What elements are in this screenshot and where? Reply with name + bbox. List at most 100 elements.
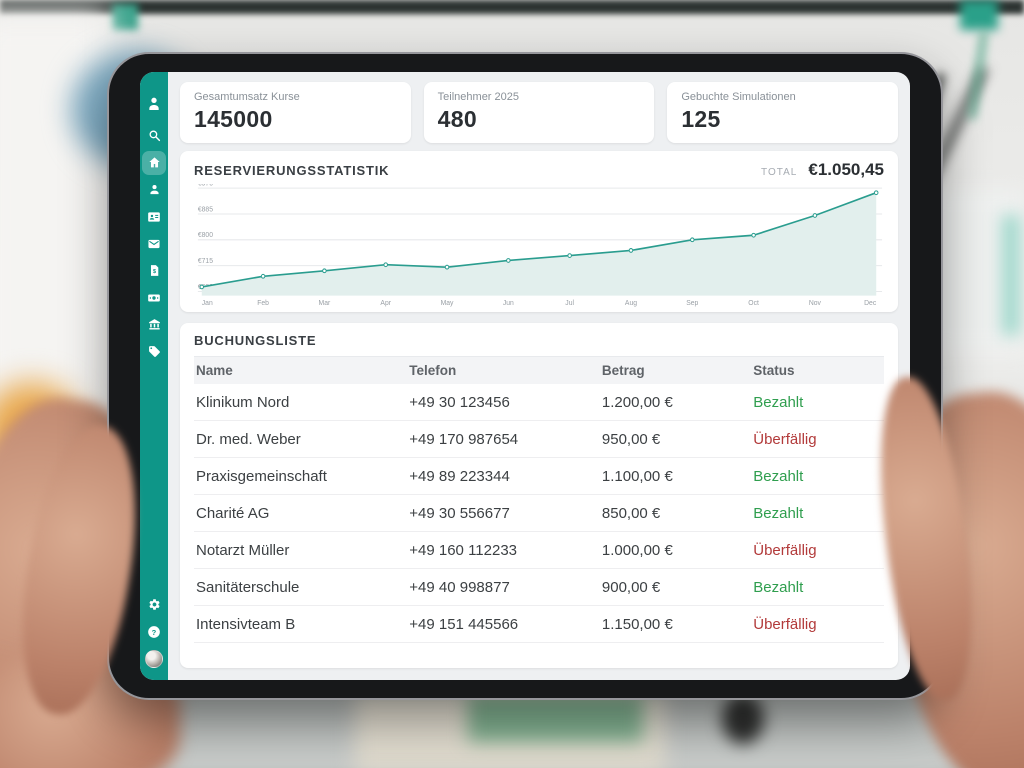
status-badge: Bezahlt xyxy=(753,467,804,485)
cell-phone: +49 40 998877 xyxy=(409,578,510,596)
sidebar-item-home[interactable] xyxy=(140,149,168,176)
sidebar-item-settings[interactable] xyxy=(140,591,168,618)
tag-icon xyxy=(148,346,160,357)
table-row[interactable]: Intensivteam B +49 151 445566 1.150,00 €… xyxy=(194,606,884,643)
user-logo-icon xyxy=(149,97,159,110)
booking-list-card: BUCHUNGSLISTE Name Telefon Betrag Status… xyxy=(180,323,898,668)
sidebar-item-help[interactable]: ? xyxy=(140,618,168,645)
sidebar-item-contacts[interactable] xyxy=(140,203,168,230)
line-chart: €630€715€800€885€970JanFebMarAprMayJunJu… xyxy=(197,184,883,307)
svg-text:?: ? xyxy=(152,627,157,636)
cell-phone: +49 89 223344 xyxy=(409,467,510,485)
background-wheel xyxy=(722,694,764,744)
status-badge: Bezahlt xyxy=(753,504,804,522)
svg-text:Jan: Jan xyxy=(202,300,213,307)
status-badge: Bezahlt xyxy=(753,578,804,596)
contacts-icon xyxy=(148,211,160,222)
cell-phone: +49 151 445566 xyxy=(409,615,519,633)
cell-phone: +49 170 987654 xyxy=(409,430,519,448)
cell-name: Notarzt Müller xyxy=(196,541,290,559)
stat-value: 125 xyxy=(681,106,721,132)
active-item-highlight xyxy=(142,150,166,175)
sidebar: $ ? xyxy=(140,72,168,680)
cell-phone: +49 30 123456 xyxy=(409,393,510,411)
cell-amount: 1.100,00 € xyxy=(601,467,673,485)
background-floor xyxy=(0,688,1024,768)
table-row[interactable]: Charité AG +49 30 556677 850,00 € Bezahl… xyxy=(194,495,884,532)
svg-text:€800: €800 xyxy=(198,232,213,239)
table-row[interactable]: Dr. med. Weber +49 170 987654 950,00 € Ü… xyxy=(194,421,884,458)
reservation-statistics-card: RESERVIERUNGSSTATISTIK TOTAL €1.050,45 €… xyxy=(180,151,898,312)
gear-icon xyxy=(148,599,160,610)
total-label: TOTAL xyxy=(761,167,798,178)
person-icon xyxy=(149,185,159,195)
stat-label: Teilnehmer 2025 xyxy=(437,91,520,103)
svg-text:€970: €970 xyxy=(198,184,213,188)
chart-header: RESERVIERUNGSSTATISTIK TOTAL €1.050,45 xyxy=(194,160,884,180)
chart-title: RESERVIERUNGSSTATISTIK xyxy=(194,163,390,178)
sidebar-item-payments[interactable] xyxy=(140,284,168,311)
background-green-object-left xyxy=(112,4,138,30)
cell-amount: 850,00 € xyxy=(601,504,661,522)
home-icon xyxy=(148,157,160,168)
background-green-object-right xyxy=(960,0,998,30)
sidebar-item-search[interactable] xyxy=(140,122,168,149)
cell-phone: +49 30 556677 xyxy=(409,504,510,522)
stat-value: 145000 xyxy=(194,106,273,132)
cell-name: Praxisgemeinschaft xyxy=(196,467,327,485)
table-row[interactable]: Notarzt Müller +49 160 112233 1.000,00 €… xyxy=(194,532,884,569)
status-badge: Überfällig xyxy=(753,430,817,448)
svg-text:May: May xyxy=(441,300,454,307)
stat-card-revenue: Gesamtumsatz Kurse 145000 xyxy=(180,82,411,143)
table-row[interactable]: Sanitäterschule +49 40 998877 900,00 € B… xyxy=(194,569,884,606)
sidebar-item-mail[interactable] xyxy=(140,230,168,257)
svg-text:Feb: Feb xyxy=(257,300,269,307)
cell-name: Klinikum Nord xyxy=(196,393,290,411)
svg-text:$: $ xyxy=(152,269,155,275)
reservations-chart: €630€715€800€885€970JanFebMarAprMayJunJu… xyxy=(194,184,884,308)
table-header-row: Name Telefon Betrag Status xyxy=(194,357,884,384)
background-cable xyxy=(968,30,988,120)
cell-name: Dr. med. Weber xyxy=(196,430,301,448)
sidebar-item-invoices[interactable]: $ xyxy=(140,257,168,284)
sidebar-item-profile[interactable] xyxy=(140,86,168,122)
background-wheel xyxy=(975,688,1024,733)
table-title: BUCHUNGSLISTE xyxy=(194,331,884,357)
sidebar-item-tags[interactable] xyxy=(140,338,168,365)
cell-name: Charité AG xyxy=(196,504,270,522)
sidebar-item-person[interactable] xyxy=(140,176,168,203)
background-cart-top xyxy=(468,694,643,742)
search-icon xyxy=(149,130,160,142)
svg-text:Nov: Nov xyxy=(809,300,822,307)
cell-amount: 1.000,00 € xyxy=(601,541,673,559)
help-icon: ? xyxy=(148,625,160,638)
status-badge: Überfällig xyxy=(753,615,817,633)
mail-icon xyxy=(148,239,160,248)
cell-amount: 950,00 € xyxy=(601,430,661,448)
cell-phone: +49 160 112233 xyxy=(409,541,518,559)
svg-text:Dec: Dec xyxy=(864,300,877,307)
background-cart xyxy=(355,693,665,768)
svg-text:Jul: Jul xyxy=(565,300,574,307)
sidebar-item-account[interactable] xyxy=(140,645,168,672)
table-row[interactable]: Klinikum Nord +49 30 123456 1.200,00 € B… xyxy=(194,384,884,421)
main-content: Gesamtumsatz Kurse 145000 Teilnehmer 202… xyxy=(168,72,910,680)
status-badge: Überfällig xyxy=(753,541,817,559)
sidebar-item-bank[interactable] xyxy=(140,311,168,338)
bank-icon xyxy=(148,319,160,330)
stat-label: Gesamtumsatz Kurse xyxy=(194,91,300,103)
stat-card-participants: Teilnehmer 2025 480 xyxy=(423,82,655,143)
stat-label: Gebuchte Simulationen xyxy=(681,91,796,103)
svg-text:€885: €885 xyxy=(198,206,213,213)
stat-card-simulations: Gebuchte Simulationen 125 xyxy=(667,82,899,143)
column-header-status: Status xyxy=(753,363,795,378)
invoice-icon: $ xyxy=(150,265,158,276)
cell-amount: 900,00 € xyxy=(601,578,661,596)
column-header-amount: Betrag xyxy=(601,363,645,378)
svg-text:Mar: Mar xyxy=(319,300,331,307)
svg-text:Apr: Apr xyxy=(380,300,391,307)
svg-text:Sep: Sep xyxy=(686,300,698,307)
total-value: €1.050,45 xyxy=(808,160,884,179)
chart-total: TOTAL €1.050,45 xyxy=(761,160,884,180)
table-row[interactable]: Praxisgemeinschaft +49 89 223344 1.100,0… xyxy=(194,458,884,495)
